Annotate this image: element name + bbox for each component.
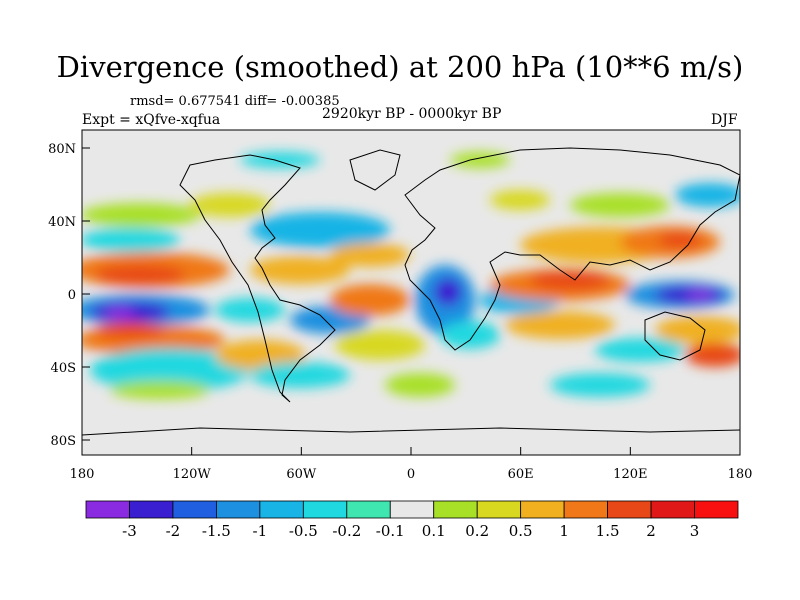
colorbar-swatch (433, 500, 478, 519)
lon-tick-label: 180 (70, 467, 95, 482)
lon-tick-label: 60W (286, 467, 317, 482)
colorbar-label: 0.5 (509, 522, 533, 540)
colorbar-swatch (346, 500, 391, 519)
lon-tick-label: 120E (613, 467, 647, 482)
colorbar-label: 2 (646, 522, 656, 540)
coastlines (82, 147, 740, 436)
colorbar-swatch (476, 500, 522, 519)
colorbar-label: -1 (253, 522, 268, 540)
antarctica-coast (82, 427, 740, 436)
experiment-label: Expt = xQfve-xqfua (82, 112, 221, 128)
colorbar-label: -1.5 (202, 522, 231, 540)
colorbar-swatch (563, 500, 609, 519)
divergence-field (82, 130, 740, 455)
lat-tick-label: 0 (68, 288, 76, 303)
colorbar-label: -0.2 (332, 522, 361, 540)
colorbar-swatch (215, 500, 261, 519)
colorbar-swatch (694, 500, 739, 519)
lat-tick-label: 80S (51, 434, 76, 449)
colorbar-label: -0.5 (289, 522, 318, 540)
colorbar-swatch (302, 500, 348, 519)
colorbar-label: -0.1 (376, 522, 405, 540)
lon-tick-label: 0 (407, 467, 415, 482)
americas-coast (179, 154, 336, 403)
colorbar-swatch (607, 500, 652, 519)
lon-tick-label: 120W (173, 467, 212, 482)
lon-tick-label: 180 (728, 467, 753, 482)
map-title: Divergence (smoothed) at 200 hPa (10**6 … (56, 50, 744, 84)
colorbar-swatch (85, 500, 130, 519)
colorbar-label: 3 (690, 522, 700, 540)
period-label: 2920kyr BP - 0000kyr BP (322, 106, 502, 122)
axis-ticks: 80N 40N 0 40S 80S 180 120W 60W 0 60E 120E 180 (48, 142, 752, 482)
colorbar-swatch (172, 500, 217, 519)
australia-coast (644, 311, 706, 361)
colorbar-label: 0.1 (422, 522, 446, 540)
colorbar-swatch (650, 500, 695, 519)
season-label: DJF (711, 112, 738, 128)
stats-text: rmsd= 0.677541 diff= -0.00385 (130, 94, 340, 109)
lat-tick-label: 40N (48, 215, 76, 230)
colorbar-label: 1 (559, 522, 569, 540)
eurasia-africa-coast (404, 147, 740, 351)
colorbar-swatch (259, 500, 304, 519)
colorbar-label: 1.5 (596, 522, 620, 540)
lat-tick-label: 40S (51, 361, 76, 376)
colorbar-swatch (520, 500, 565, 519)
colorbar-swatch (389, 500, 435, 519)
lon-tick-label: 60E (508, 467, 534, 482)
colorbar-label: -2 (166, 522, 181, 540)
colorbar-label: -3 (122, 522, 137, 540)
colorbar-swatch (129, 500, 174, 519)
lat-tick-label: 80N (48, 142, 76, 157)
colorbar-label: 0.2 (465, 522, 489, 540)
greenland-coast (349, 149, 401, 191)
colorbar: -3 -2 -1.5 -1 -0.5 -0.2 -0.1 0.1 0.2 0.5 1 1.5 2 3 (85, 500, 739, 540)
